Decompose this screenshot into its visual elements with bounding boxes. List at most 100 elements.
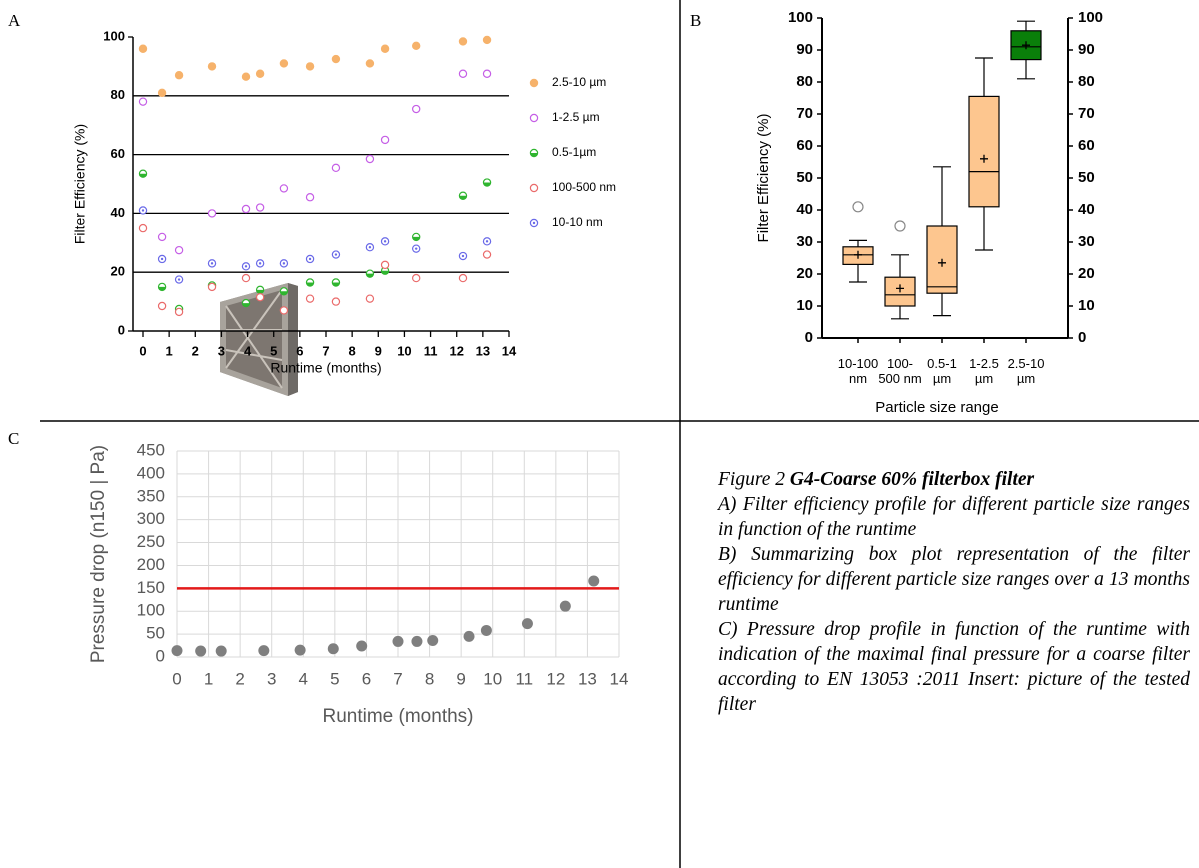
point	[380, 44, 390, 53]
x-tick-label: 6	[362, 669, 371, 688]
point-dot	[177, 278, 181, 281]
point-dot	[258, 262, 262, 265]
point-dot	[368, 246, 372, 249]
x-tick-label: 3	[267, 669, 276, 688]
point	[331, 163, 341, 173]
point	[207, 62, 217, 71]
mean	[854, 250, 862, 259]
y-axis-title: Pressure drop (n150 | Pa)	[88, 445, 109, 663]
box	[1010, 30, 1042, 61]
x-tick-label: 10-100 nm	[837, 356, 879, 386]
point-fill	[280, 291, 288, 295]
point-fill	[139, 173, 147, 178]
point	[138, 97, 148, 106]
point-dot	[308, 257, 312, 261]
legend-label: 100-500 nm	[552, 180, 616, 194]
point	[482, 35, 492, 45]
x-tick-label: 2	[235, 669, 244, 688]
x-tick-label: 5	[270, 343, 277, 358]
point-fill	[332, 282, 340, 287]
panel-label: B	[690, 11, 701, 30]
x-tick-label: 0	[172, 669, 181, 688]
point	[458, 273, 468, 283]
y-tick-label: 0	[805, 329, 813, 346]
x-tick-label: 14	[610, 669, 629, 688]
y-tick-label: 200	[137, 555, 165, 574]
point	[458, 37, 468, 46]
point	[279, 306, 289, 315]
x-tick-label: 9	[456, 669, 465, 688]
point-dot	[383, 240, 387, 243]
point	[207, 209, 217, 218]
point-dot	[210, 262, 214, 265]
point-dot	[282, 262, 286, 265]
legend-marker-dot	[532, 221, 536, 225]
point	[255, 292, 265, 302]
y-axis-title: Filter Efficiency (%)	[755, 114, 772, 243]
mean	[1022, 41, 1030, 50]
point	[174, 307, 184, 317]
point	[521, 618, 533, 630]
point	[380, 260, 390, 270]
caption-line: B) Summarizing box plot representation o…	[718, 544, 1190, 615]
point	[138, 44, 148, 53]
y-tick-label: 250	[137, 532, 165, 551]
point	[365, 294, 375, 303]
y-tick-label: 300	[137, 509, 165, 528]
whisker-low	[933, 293, 951, 317]
x-tick-label: 10	[397, 343, 411, 358]
point	[365, 154, 375, 164]
whisker-high	[933, 166, 951, 226]
x-tick-label: 2.5-10 µm	[1007, 356, 1045, 386]
point	[305, 193, 315, 202]
y-tick-label: 90	[796, 41, 813, 58]
point	[279, 184, 289, 193]
x-tick-label: 0.5-1 µm	[927, 356, 957, 386]
point	[480, 624, 492, 636]
outlier	[894, 220, 906, 232]
whisker-low	[1017, 59, 1035, 80]
point	[305, 294, 315, 303]
point-dot	[414, 247, 418, 250]
x-tick-label: 13	[476, 343, 490, 358]
x-tick-label: 11	[515, 669, 533, 688]
panel-label: C	[8, 429, 19, 448]
point-fill	[412, 236, 420, 241]
point	[241, 72, 251, 81]
caption-line: C) Pressure drop profile in function of …	[718, 619, 1190, 715]
x-tick-label: 2	[192, 343, 199, 358]
x-tick-label: 12	[546, 669, 565, 688]
y-tick-label: 10	[796, 297, 813, 314]
legend-marker-fill	[530, 153, 538, 157]
point	[482, 250, 492, 259]
point	[305, 62, 315, 71]
y-tick-label: 40	[111, 205, 125, 220]
point-fill	[366, 273, 374, 278]
y2-tick-label: 10	[1078, 297, 1095, 314]
point	[411, 273, 421, 283]
point-fill	[381, 270, 389, 275]
point	[356, 640, 368, 652]
point	[294, 644, 306, 656]
x-tick-label: 1	[166, 343, 173, 358]
x-tick-label: 7	[393, 669, 402, 688]
y2-tick-label: 20	[1078, 265, 1095, 282]
x-axis-title: Runtime (months)	[270, 360, 381, 376]
point	[482, 69, 492, 78]
y2-tick-label: 80	[1078, 73, 1095, 90]
point	[279, 59, 289, 68]
x-tick-label: 8	[349, 343, 356, 358]
y-axis-title: Filter Efficiency (%)	[72, 124, 88, 244]
point-fill	[158, 286, 166, 291]
x-tick-label: 4	[244, 343, 252, 358]
y-tick-label: 20	[796, 265, 813, 282]
y2-tick-label: 50	[1078, 169, 1095, 186]
whisker-low	[891, 306, 909, 320]
filter-photo	[220, 283, 298, 396]
point-dot	[461, 254, 465, 258]
point-fill	[483, 182, 491, 187]
point	[392, 635, 404, 647]
outlier	[852, 201, 864, 213]
x-tick-label: 7	[322, 343, 329, 358]
y-tick-label: 0	[118, 322, 125, 337]
